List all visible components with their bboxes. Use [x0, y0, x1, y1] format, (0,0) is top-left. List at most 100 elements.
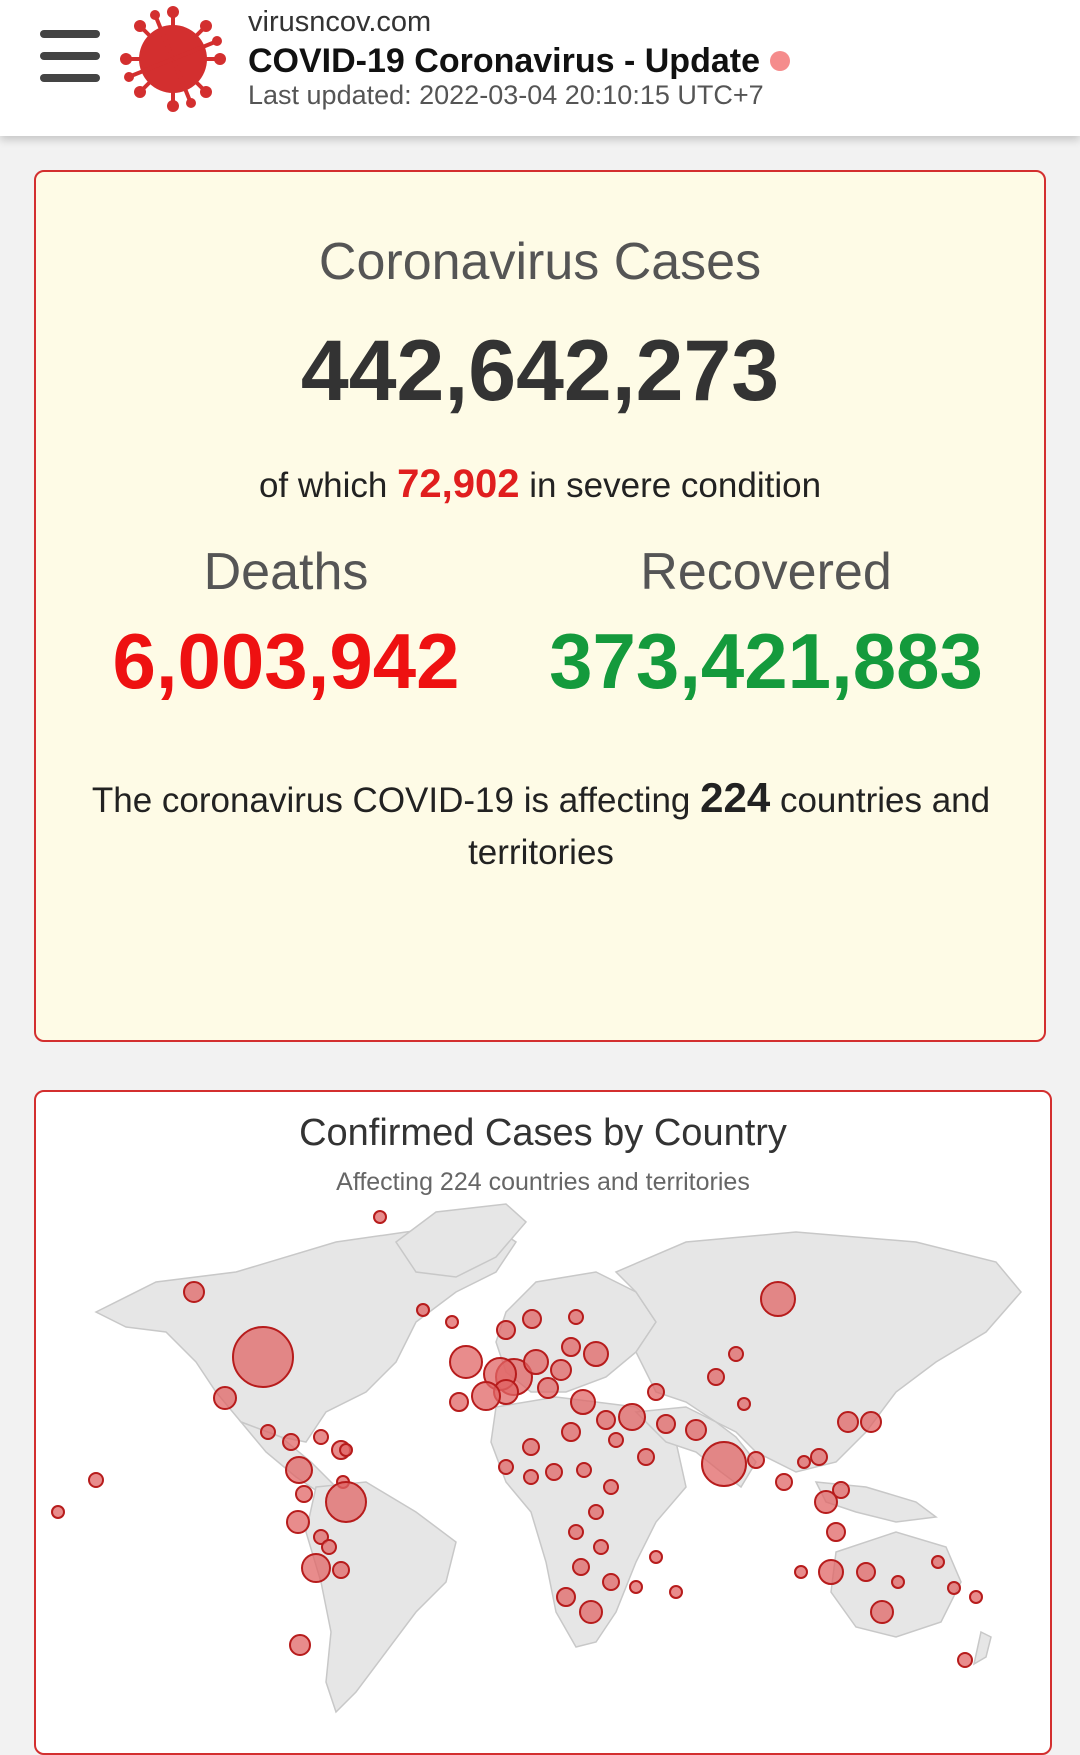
bubble-mauritius[interactable]: [649, 1550, 663, 1564]
bubble-uruguay[interactable]: [332, 1561, 350, 1579]
bubble-uk[interactable]: [449, 1345, 483, 1379]
bubble-kazakhstan[interactable]: [728, 1346, 744, 1362]
cases-value: 442,642,273: [300, 323, 780, 419]
bubble-timor[interactable]: [891, 1575, 905, 1589]
bubble-brazil[interactable]: [325, 1481, 367, 1523]
bubble-colombia[interactable]: [285, 1456, 313, 1484]
bubble-morocco[interactable]: [522, 1438, 540, 1456]
live-status-dot-icon: [769, 51, 790, 72]
virus-logo-icon: [120, 6, 226, 112]
bubble-indonesia[interactable]: [818, 1559, 844, 1585]
bubble-hawaii[interactable]: [88, 1472, 104, 1488]
bubble-pacific[interactable]: [51, 1505, 65, 1519]
bubble-paraguay[interactable]: [321, 1539, 337, 1555]
bubble-vietnam[interactable]: [832, 1481, 850, 1499]
affecting-countries-text: The coronavirus COVID-19 is affecting 22…: [76, 772, 1006, 879]
hamburger-menu-icon[interactable]: [40, 30, 100, 82]
bubble-kazakh-south[interactable]: [685, 1419, 707, 1441]
bubble-finland[interactable]: [568, 1309, 584, 1325]
recovered-value: 373,421,883: [549, 617, 983, 705]
bubble-caribbean-a[interactable]: [313, 1429, 329, 1445]
bubble-mongolia[interactable]: [737, 1397, 751, 1411]
bubble-singapore[interactable]: [794, 1565, 808, 1579]
bubble-west-africa-b[interactable]: [523, 1469, 539, 1485]
bubble-australia[interactable]: [870, 1600, 894, 1624]
cases-label: Coronavirus Cases: [318, 233, 762, 291]
confirmed-cases-map-card: Confirmed Cases by Country Affecting 224…: [34, 1090, 1052, 1755]
app-header: virusncov.com COVID-19 Coronavirus - Upd…: [0, 0, 1080, 136]
bubble-baltics[interactable]: [561, 1337, 581, 1357]
bubble-norway[interactable]: [496, 1320, 516, 1340]
bubble-venezuela[interactable]: [339, 1443, 353, 1457]
bubble-japan[interactable]: [860, 1411, 882, 1433]
bubble-sweden[interactable]: [522, 1309, 542, 1329]
bubble-myanmar[interactable]: [797, 1455, 811, 1469]
deaths-label: Deaths: [203, 543, 369, 601]
bubble-iran[interactable]: [618, 1403, 646, 1431]
bubble-hungary[interactable]: [537, 1377, 559, 1399]
bubble-mozambique[interactable]: [602, 1573, 620, 1591]
bubble-mexico[interactable]: [213, 1386, 237, 1410]
bubble-reunion[interactable]: [669, 1585, 683, 1599]
bubble-malaysia[interactable]: [856, 1562, 876, 1582]
world-map[interactable]: [36, 1092, 1052, 1755]
bubble-south-africa[interactable]: [579, 1600, 603, 1624]
bubble-kenya[interactable]: [588, 1504, 604, 1520]
bubble-greenland[interactable]: [373, 1210, 387, 1224]
bubble-usa[interactable]: [232, 1326, 294, 1388]
bubble-caucasus[interactable]: [647, 1383, 665, 1401]
page-title: COVID-19 Coronavirus - Update: [248, 42, 790, 81]
bubble-peru[interactable]: [286, 1510, 310, 1534]
bubble-russia-east[interactable]: [760, 1281, 796, 1317]
severe-condition-line: of which 72,902 in severe condition: [36, 462, 1044, 507]
bubble-sudan[interactable]: [576, 1462, 592, 1478]
bubble-iraq[interactable]: [656, 1414, 676, 1434]
bubble-israel[interactable]: [608, 1432, 624, 1448]
recovered-block: Recovered 373,421,883: [516, 542, 1016, 707]
map-title: Confirmed Cases by Country: [299, 1112, 787, 1154]
deaths-value: 6,003,942: [112, 617, 460, 705]
bubble-china[interactable]: [810, 1448, 828, 1466]
bubble-central-asia[interactable]: [707, 1368, 725, 1386]
bubble-greece[interactable]: [561, 1422, 581, 1442]
bubble-belarus[interactable]: [550, 1359, 572, 1381]
page-title-text: COVID-19 Coronavirus - Update: [248, 42, 760, 80]
bubble-russia-west[interactable]: [583, 1341, 609, 1367]
bubble-central-america-b[interactable]: [282, 1433, 300, 1451]
bubble-philippines[interactable]: [826, 1522, 846, 1542]
bubble-new-zealand[interactable]: [957, 1652, 973, 1668]
bubble-zambia[interactable]: [572, 1558, 590, 1576]
bubble-chile[interactable]: [289, 1634, 311, 1656]
deaths-block: Deaths 6,003,942: [66, 542, 506, 707]
bubble-ecuador[interactable]: [295, 1485, 313, 1503]
severe-suffix: in severe condition: [529, 466, 822, 505]
bubble-madagascar[interactable]: [629, 1580, 643, 1594]
bubble-west-africa-a[interactable]: [498, 1459, 514, 1475]
bubble-saudi[interactable]: [637, 1448, 655, 1466]
bubble-nigeria[interactable]: [545, 1463, 563, 1481]
bubble-faroe[interactable]: [445, 1315, 459, 1329]
bubble-thailand[interactable]: [814, 1490, 838, 1514]
bubble-spain[interactable]: [471, 1381, 501, 1411]
bubble-ethiopia[interactable]: [603, 1479, 619, 1495]
bubble-india[interactable]: [701, 1441, 747, 1487]
bubble-turkey[interactable]: [596, 1410, 616, 1430]
bubble-tanzania[interactable]: [593, 1539, 609, 1555]
bubble-canada[interactable]: [183, 1281, 205, 1303]
bubble-nepal[interactable]: [747, 1451, 765, 1469]
bubble-poland[interactable]: [523, 1349, 549, 1375]
bubble-argentina[interactable]: [301, 1553, 331, 1583]
bubble-congo[interactable]: [568, 1524, 584, 1540]
bubble-central-america-a[interactable]: [260, 1424, 276, 1440]
bubble-bangladesh[interactable]: [775, 1473, 793, 1491]
bubble-solomon[interactable]: [947, 1581, 961, 1595]
bubble-iceland[interactable]: [416, 1303, 430, 1317]
bubble-portugal[interactable]: [449, 1392, 469, 1412]
affecting-prefix: The coronavirus COVID-19 is affecting: [91, 781, 691, 820]
bubble-ukraine[interactable]: [570, 1389, 596, 1415]
bubble-korea[interactable]: [837, 1411, 859, 1433]
bubble-namibia[interactable]: [556, 1587, 576, 1607]
bubble-fiji[interactable]: [969, 1590, 983, 1604]
bubble-png[interactable]: [931, 1555, 945, 1569]
last-updated-text: Last updated: 2022-03-04 20:10:15 UTC+7: [248, 80, 764, 110]
